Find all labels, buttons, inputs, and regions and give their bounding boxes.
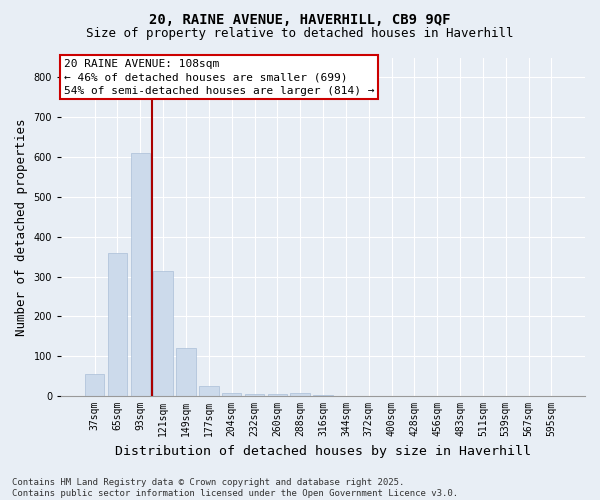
Bar bbox=[131, 153, 150, 396]
Y-axis label: Number of detached properties: Number of detached properties bbox=[15, 118, 28, 336]
Bar bbox=[290, 393, 310, 396]
Text: Contains HM Land Registry data © Crown copyright and database right 2025.
Contai: Contains HM Land Registry data © Crown c… bbox=[12, 478, 458, 498]
Bar bbox=[199, 386, 218, 396]
Bar bbox=[268, 394, 287, 396]
Bar bbox=[108, 252, 127, 396]
Bar bbox=[85, 374, 104, 396]
Bar bbox=[176, 348, 196, 396]
Bar bbox=[154, 270, 173, 396]
Bar bbox=[313, 395, 333, 396]
Bar bbox=[245, 394, 264, 396]
Text: Size of property relative to detached houses in Haverhill: Size of property relative to detached ho… bbox=[86, 28, 514, 40]
Text: 20, RAINE AVENUE, HAVERHILL, CB9 9QF: 20, RAINE AVENUE, HAVERHILL, CB9 9QF bbox=[149, 12, 451, 26]
Text: 20 RAINE AVENUE: 108sqm
← 46% of detached houses are smaller (699)
54% of semi-d: 20 RAINE AVENUE: 108sqm ← 46% of detache… bbox=[64, 59, 374, 96]
X-axis label: Distribution of detached houses by size in Haverhill: Distribution of detached houses by size … bbox=[115, 444, 531, 458]
Bar bbox=[222, 393, 241, 396]
